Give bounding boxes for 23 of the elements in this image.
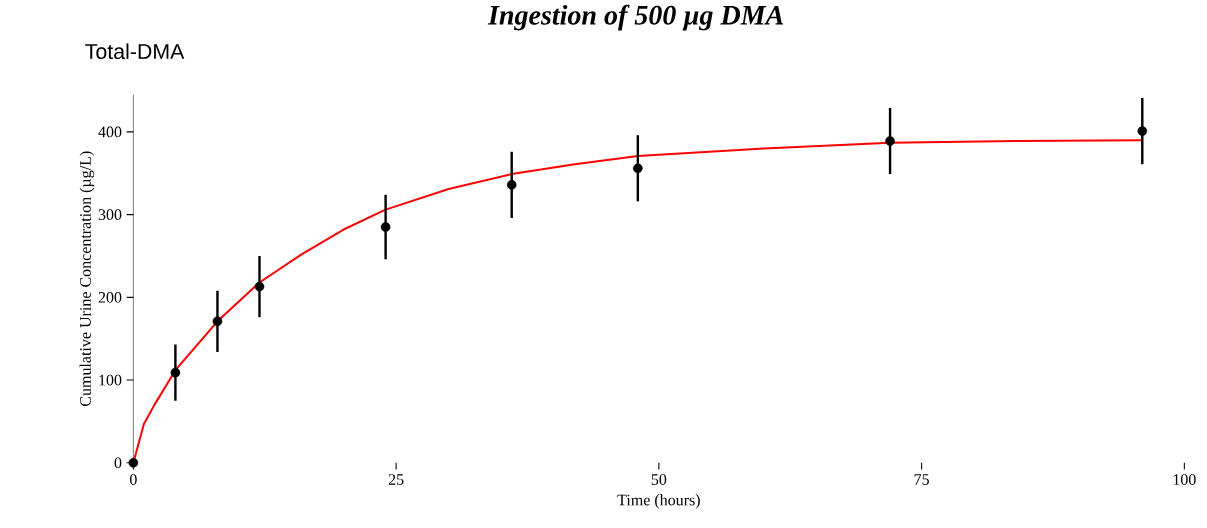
x-tick-label: 0 <box>129 474 137 485</box>
point <box>212 316 223 327</box>
y-tick-label: 0 <box>114 457 122 469</box>
y-axis-title: Cumulative Urine Concentration (µg/L) <box>79 151 95 406</box>
chart-title: Ingestion of 500 µg DMA <box>487 4 784 31</box>
point <box>885 136 895 146</box>
point <box>254 281 265 292</box>
x-tick-label: 75 <box>914 474 929 485</box>
y-tick-label: 200 <box>98 291 122 303</box>
x-axis-title: Time (hours) <box>617 494 700 509</box>
x-tick-label: 25 <box>388 474 404 485</box>
point <box>128 457 139 468</box>
point <box>506 179 517 190</box>
point <box>380 222 391 232</box>
point <box>170 367 181 378</box>
x-tick-label: 50 <box>651 474 667 485</box>
y-tick-label: 300 <box>98 209 122 220</box>
chart-subtitle: Total-DMA <box>85 43 185 59</box>
y-tick-label: 400 <box>98 126 122 138</box>
point <box>633 163 643 174</box>
point <box>1137 126 1148 136</box>
x-tick-label: 100 <box>1173 474 1196 485</box>
y-tick-label: 100 <box>99 374 122 386</box>
